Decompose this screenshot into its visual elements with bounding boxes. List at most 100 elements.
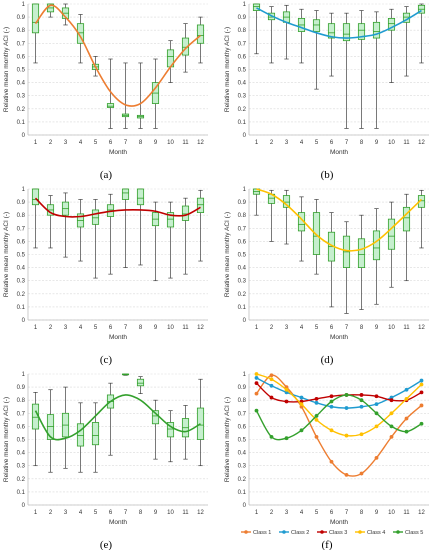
series-point <box>254 391 259 396</box>
box-month-7 <box>121 373 130 376</box>
box-month-12 <box>196 189 205 262</box>
legend-marker <box>244 530 248 534</box>
y-tick-label: 0.4 <box>238 266 247 272</box>
x-tick-label: 11 <box>182 140 189 146</box>
x-tick-label: 3 <box>285 140 289 146</box>
x-tick-label: 12 <box>197 140 204 146</box>
x-tick-label: 11 <box>182 325 189 331</box>
box-month-10 <box>166 410 175 463</box>
series-point <box>419 382 424 387</box>
iqr-box <box>91 422 100 446</box>
series-point <box>269 373 274 378</box>
series-point <box>359 432 364 437</box>
series-point <box>299 402 304 407</box>
x-tick-label: 8 <box>139 325 143 331</box>
x-tick-label: 7 <box>124 325 128 331</box>
iqr-box <box>357 23 366 40</box>
x-tick-label: 5 <box>315 140 319 146</box>
iqr-box <box>312 212 321 255</box>
x-tick-label: 9 <box>375 325 379 331</box>
iqr-box <box>312 19 321 32</box>
y-tick-label: 0.7 <box>17 411 26 417</box>
y-tick-label: 0.9 <box>238 15 247 21</box>
series-point <box>254 376 259 380</box>
series-point <box>314 414 319 418</box>
series-2 <box>254 376 424 410</box>
iqr-box <box>387 18 396 31</box>
x-tick-label: 1 <box>255 510 259 516</box>
panel-label: (f) <box>322 539 333 550</box>
box-month-9 <box>372 11 381 129</box>
x-tick-label: 9 <box>154 510 158 516</box>
series-5 <box>254 393 424 441</box>
x-tick-label: 7 <box>124 140 128 146</box>
series-point <box>269 434 274 439</box>
y-tick-label: 0.3 <box>17 279 26 285</box>
x-tick-label: 5 <box>94 140 98 146</box>
series-point <box>419 403 424 408</box>
box-month-4 <box>76 199 85 262</box>
iqr-box <box>342 23 351 42</box>
iqr-box <box>76 23 85 44</box>
box-month-2 <box>267 189 276 242</box>
series-point <box>359 393 364 397</box>
box-month-12 <box>196 378 205 467</box>
y-axis-title: Relative mean monthy ACI (-) <box>224 397 231 482</box>
x-tick-label: 2 <box>49 140 53 146</box>
box-month-8 <box>136 62 145 129</box>
fit-curve <box>256 188 423 252</box>
x-axis-title: Month <box>330 519 348 526</box>
box-month-10 <box>387 8 396 83</box>
iqr-box <box>91 209 100 225</box>
x-tick-label: 1 <box>255 325 259 331</box>
panel-label: (a) <box>100 169 113 181</box>
y-tick-label: 0 <box>22 133 26 139</box>
y-tick-label: 0.4 <box>238 81 247 87</box>
x-tick-label: 10 <box>167 510 174 516</box>
iqr-box <box>327 23 336 39</box>
series-point <box>359 471 364 476</box>
series-point <box>389 411 394 416</box>
legend: Class 1 Class 2 Class 3 Class 4 Class 5 <box>241 530 423 536</box>
x-axis-title: Month <box>109 334 127 341</box>
x-axis-title: Month <box>109 519 127 526</box>
y-tick-label: 0.6 <box>238 239 247 245</box>
y-tick-label: 0.2 <box>17 107 26 113</box>
series-point <box>359 398 364 403</box>
series-line <box>256 377 422 409</box>
y-tick-label: 0.9 <box>238 200 247 206</box>
x-tick-label: 3 <box>64 325 68 331</box>
box-month-11 <box>181 23 190 73</box>
x-tick-label: 5 <box>315 510 319 516</box>
legend-marker <box>320 530 324 534</box>
x-tick-label: 11 <box>403 325 410 331</box>
box-month-10 <box>166 40 175 83</box>
x-tick-label: 8 <box>360 140 364 146</box>
series-point <box>329 404 334 409</box>
y-tick-label: 0 <box>243 133 247 139</box>
x-tick-label: 9 <box>375 510 379 516</box>
y-tick-label: 1 <box>22 187 26 193</box>
series-point <box>419 421 424 426</box>
y-tick-label: 0.8 <box>238 213 247 219</box>
series-point <box>374 411 379 416</box>
series-point <box>314 417 319 422</box>
series-point <box>344 433 349 438</box>
x-tick-label: 7 <box>345 510 349 516</box>
x-tick-label: 4 <box>300 325 304 331</box>
x-tick-label: 9 <box>375 140 379 146</box>
y-tick-label: 0.4 <box>238 451 247 457</box>
x-tick-label: 12 <box>418 325 425 331</box>
box-month-3 <box>282 4 291 60</box>
y-tick-label: 0.8 <box>17 28 26 34</box>
series-point <box>404 429 409 434</box>
iqr-box <box>31 188 40 206</box>
box-month-5 <box>312 199 321 275</box>
panel-f: 00.10.20.30.40.50.60.70.80.911 2 3 4 5 6 7 8 9 10… <box>224 372 429 550</box>
y-tick-label: 0.5 <box>238 438 247 444</box>
y-tick-label: 0.5 <box>17 68 26 74</box>
series-point <box>389 434 394 439</box>
x-tick-label: 6 <box>109 140 113 146</box>
x-tick-label: 12 <box>197 510 204 516</box>
series-point <box>314 396 319 401</box>
